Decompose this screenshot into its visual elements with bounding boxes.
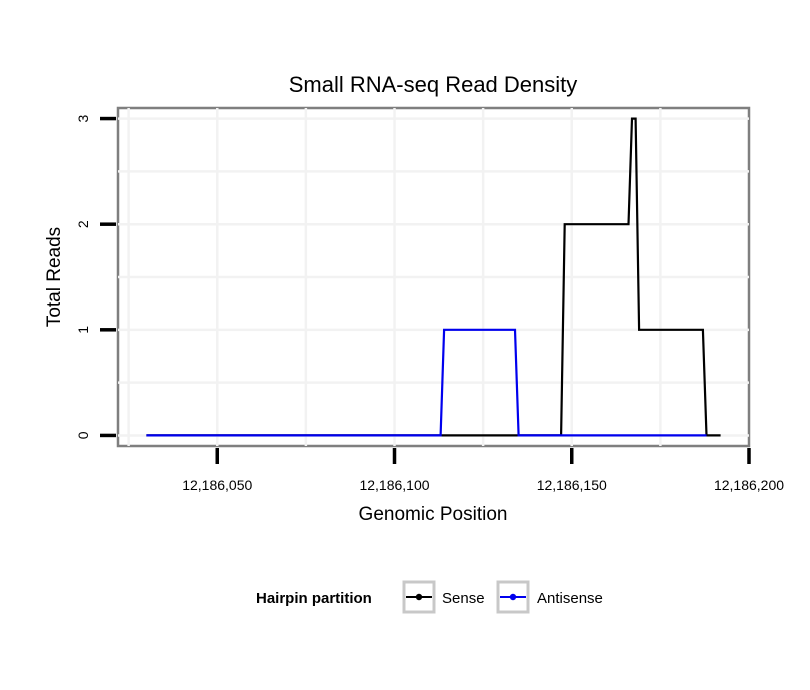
series-lines <box>146 117 721 437</box>
x-tick-label: 12,186,150 <box>537 477 607 493</box>
y-tick-label: 2 <box>75 220 91 228</box>
y-tick-label: 0 <box>75 431 91 439</box>
y-axis-label: Total Reads <box>44 227 65 327</box>
series-line-antisense <box>146 328 707 437</box>
legend-dot-sense <box>415 593 423 601</box>
legend-item-sense: Sense <box>402 580 485 614</box>
legend-dot-antisense <box>509 593 517 601</box>
legend-key-antisense <box>496 580 530 614</box>
y-axis: 0 1 2 3 <box>75 114 116 439</box>
x-tick-label: 12,186,200 <box>714 477 784 493</box>
legend-label-sense: Sense <box>442 590 485 607</box>
x-axis-label: Genomic Position <box>359 504 508 525</box>
legend-label-antisense: Antisense <box>537 590 603 607</box>
chart-title: Small RNA-seq Read Density <box>289 72 578 97</box>
x-tick-label: 12,186,100 <box>359 477 429 493</box>
x-axis: 12,186,050 12,186,100 12,186,150 12,186,200 <box>182 448 784 493</box>
y-tick-label: 3 <box>75 114 91 122</box>
y-tick-label: 1 <box>75 326 91 334</box>
legend: Hairpin partition Sense Antisense <box>256 580 603 614</box>
legend-title: Hairpin partition <box>256 590 372 607</box>
legend-item-antisense: Antisense <box>496 580 603 614</box>
x-tick-label: 12,186,050 <box>182 477 252 493</box>
grid-lines <box>118 108 749 446</box>
series-line-sense <box>146 117 721 437</box>
